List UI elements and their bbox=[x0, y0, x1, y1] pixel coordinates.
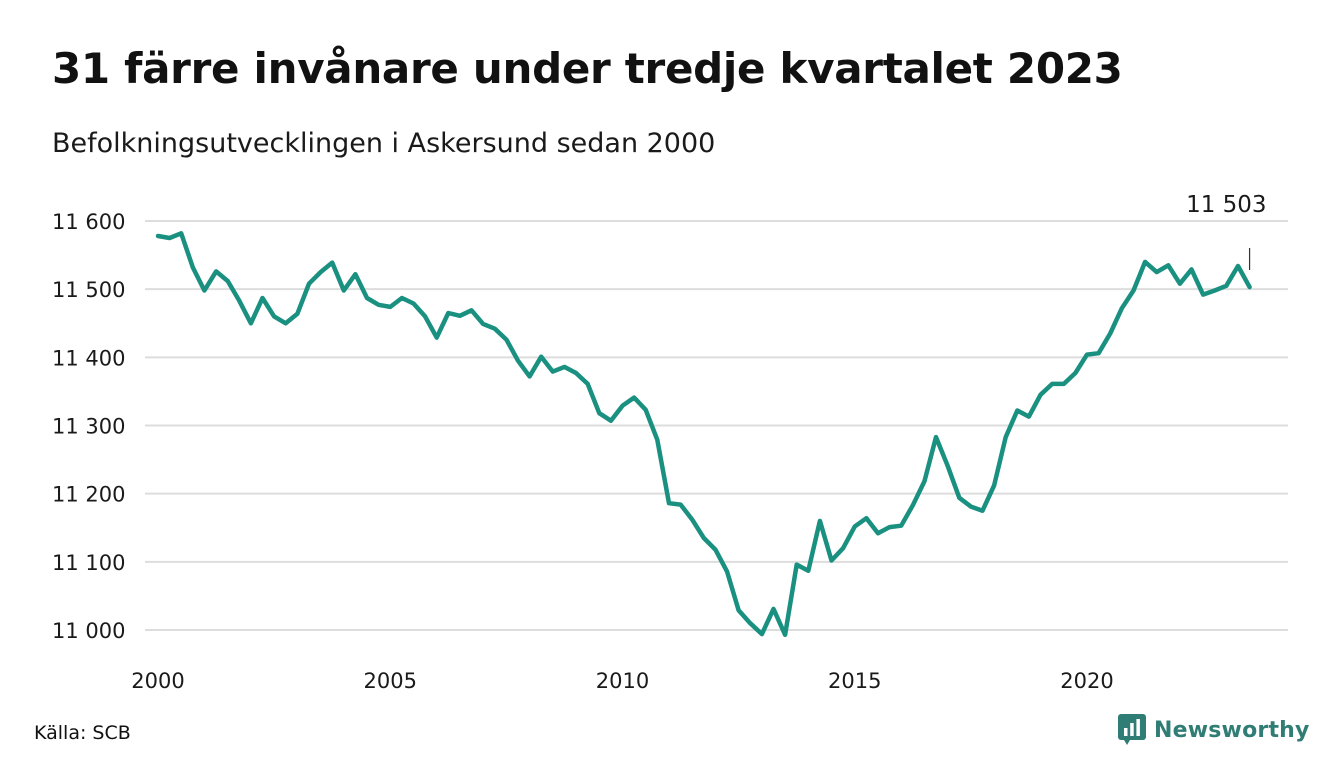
chart-title: 31 färre invånare under tredje kvartalet… bbox=[52, 44, 1123, 93]
brand-logo: Newsworthy bbox=[1118, 714, 1310, 746]
y-tick-label: 11 200 bbox=[52, 483, 125, 507]
y-tick-label: 11 300 bbox=[52, 415, 125, 439]
grid-layer bbox=[145, 220, 1288, 631]
y-tick-label: 11 100 bbox=[52, 551, 125, 575]
x-tick-label: 2000 bbox=[131, 669, 184, 693]
y-tick-label: 11 600 bbox=[52, 210, 125, 234]
y-tick-label: 11 400 bbox=[52, 346, 125, 370]
x-axis-ticks: 2000 2005 2010 2015 2020 bbox=[131, 669, 1113, 693]
y-tick-label: 11 500 bbox=[52, 278, 125, 302]
chart-subtitle: Befolkningsutvecklingen i Askersund seda… bbox=[52, 128, 716, 159]
end-value-label: 11 503 bbox=[1186, 192, 1266, 218]
source-note: Källa: SCB bbox=[34, 722, 131, 744]
series-layer bbox=[155, 231, 1252, 638]
y-tick-label: 11 000 bbox=[52, 619, 125, 643]
annotation-layer: 11 503 bbox=[1186, 192, 1267, 270]
newsworthy-chart-icon bbox=[1118, 714, 1146, 745]
x-tick-label: 2010 bbox=[596, 669, 649, 693]
x-tick-label: 2015 bbox=[828, 669, 881, 693]
y-axis-ticks: 11 000 11 100 11 200 11 300 11 400 11 500 11 6… bbox=[52, 210, 125, 643]
x-tick-label: 2005 bbox=[364, 669, 417, 693]
series-line bbox=[155, 231, 1252, 638]
x-tick-label: 2020 bbox=[1060, 669, 1113, 693]
brand-name: Newsworthy bbox=[1154, 717, 1310, 743]
